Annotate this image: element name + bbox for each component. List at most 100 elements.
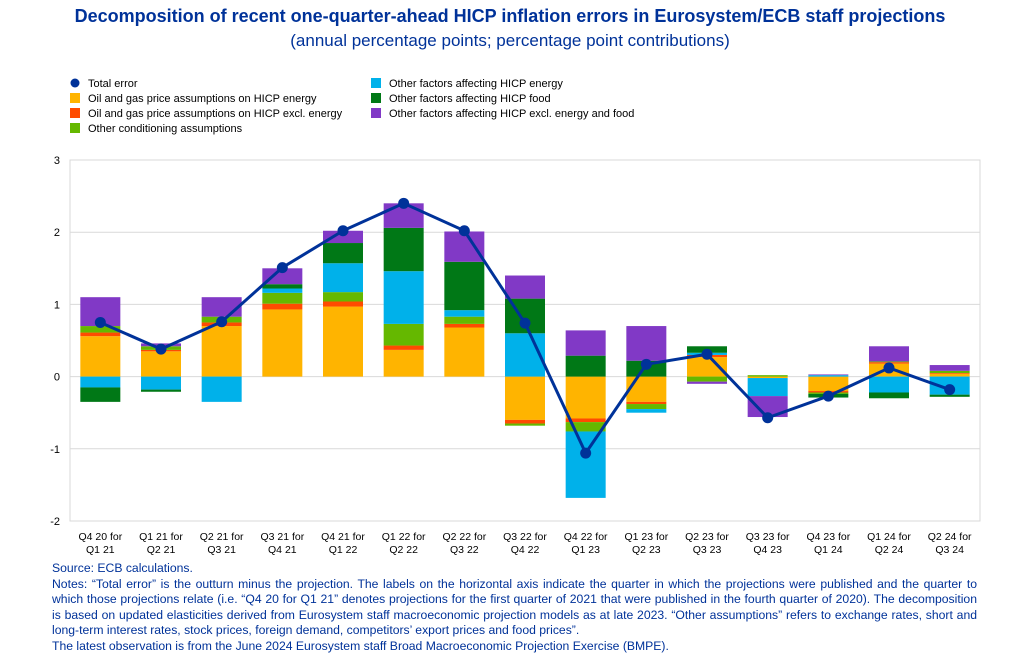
bar-segment [201,326,242,377]
bar-segment [869,392,909,399]
y-tick-label: 3 [54,155,60,167]
bar-segment [505,423,545,426]
bar-segment [444,327,485,377]
y-tick-label: 0 [54,372,60,384]
bar-segment [383,349,424,377]
x-tick-label: Q3 21 for [260,531,304,543]
x-tick-label: Q1 21 [86,544,115,556]
x-tick-label: Q4 23 [753,544,782,556]
bar-segment [565,422,606,432]
bar-segment [869,346,909,362]
bar-segment [505,419,545,424]
x-tick-label: Q4 21 [268,544,297,556]
total-error-point [276,262,288,274]
legend-label: Oil and gas price assumptions on HICP en… [88,93,317,105]
x-tick-label: Q3 24 [935,544,964,556]
bar-segment [383,345,424,350]
total-error-point [580,447,592,459]
bar-segment [80,387,121,402]
bar-segment [323,263,363,293]
bar-segment [262,284,303,289]
bar-segment [808,376,849,392]
x-tick-label: Q2 23 for [685,531,729,543]
legend-label: Oil and gas price assumptions on HICP ex… [88,108,343,120]
bar-segment [444,316,485,324]
total-error-point [155,343,167,355]
bar-segment [262,288,303,293]
total-error-point [94,316,106,328]
bar-segment [565,330,606,356]
source-note: Source: ECB calculations. [52,561,193,575]
total-error-point [398,197,410,209]
bar-segment [869,361,909,363]
x-tick-label: Q2 24 [875,544,904,556]
x-tick-label: Q1 24 [814,544,843,556]
bar-segment [80,326,121,333]
x-tick-label: Q4 21 for [321,531,365,543]
x-tick-label: Q2 24 for [928,531,972,543]
bar-segment [626,376,667,402]
bar-segment [444,323,485,328]
x-tick-label: Q3 21 [207,544,236,556]
legend-swatch [70,93,80,103]
bar-segment [565,376,606,419]
legend-swatch [70,108,80,118]
bar-segment [747,376,788,379]
bar-segment [929,370,970,373]
bar-segment [80,336,121,377]
bar-segment [444,310,485,317]
x-tick-label: Q1 23 for [624,531,668,543]
bar-segment [262,309,303,377]
x-tick-label: Q2 21 for [200,531,244,543]
x-tick-label: Q4 20 for [78,531,122,543]
bar-segment [747,375,788,377]
bar-segment [687,376,727,382]
bar-segment [929,394,970,397]
legend-swatch [371,108,381,118]
y-tick-label: 1 [54,299,60,311]
x-tick-label: Q4 23 for [806,531,850,543]
bar-segment [323,301,363,307]
bar-segment [262,268,303,285]
legend-label: Other factors affecting HICP excl. energ… [389,108,634,120]
bar-segment [383,323,424,346]
y-tick-label: 2 [54,227,60,239]
bar-segment [383,271,424,324]
x-tick-label: Q4 22 [511,544,540,556]
legend-marker [70,78,80,88]
bar-segment [141,351,181,377]
total-error-point [519,317,531,329]
x-tick-label: Q2 22 [389,544,418,556]
x-tick-label: Q2 21 [147,544,176,556]
x-tick-label: Q2 23 [632,544,661,556]
x-tick-label: Q1 22 [329,544,358,556]
x-tick-label: Q4 22 for [564,531,608,543]
bar-segment [505,376,545,420]
bar-segment [626,401,667,405]
legend-label: Total error [88,78,138,90]
y-tick-label: -2 [50,516,60,528]
bar-segment [626,326,667,361]
total-error-point [822,390,834,402]
total-error-point [762,412,774,424]
total-error-point [640,358,652,370]
bar-segment [565,431,606,498]
total-error-point [701,348,713,360]
bar-segment [323,230,363,244]
latest-observation-note: The latest observation is from the June … [52,638,669,653]
x-tick-label: Q3 23 [693,544,722,556]
bar-segment [262,303,303,310]
bar-segment [141,389,181,392]
legend-swatch [70,123,80,133]
legend-swatch [371,93,381,103]
bar-segment [626,409,667,413]
total-error-point [337,225,349,237]
bar-segment [869,376,909,393]
notes-block: Source: ECB calculations. Notes: “Total … [52,561,977,654]
bar-segment [565,418,606,423]
bar-segment [201,376,242,402]
bar-segment [687,357,727,377]
bar-segment [444,261,485,311]
plot-border [69,159,981,522]
